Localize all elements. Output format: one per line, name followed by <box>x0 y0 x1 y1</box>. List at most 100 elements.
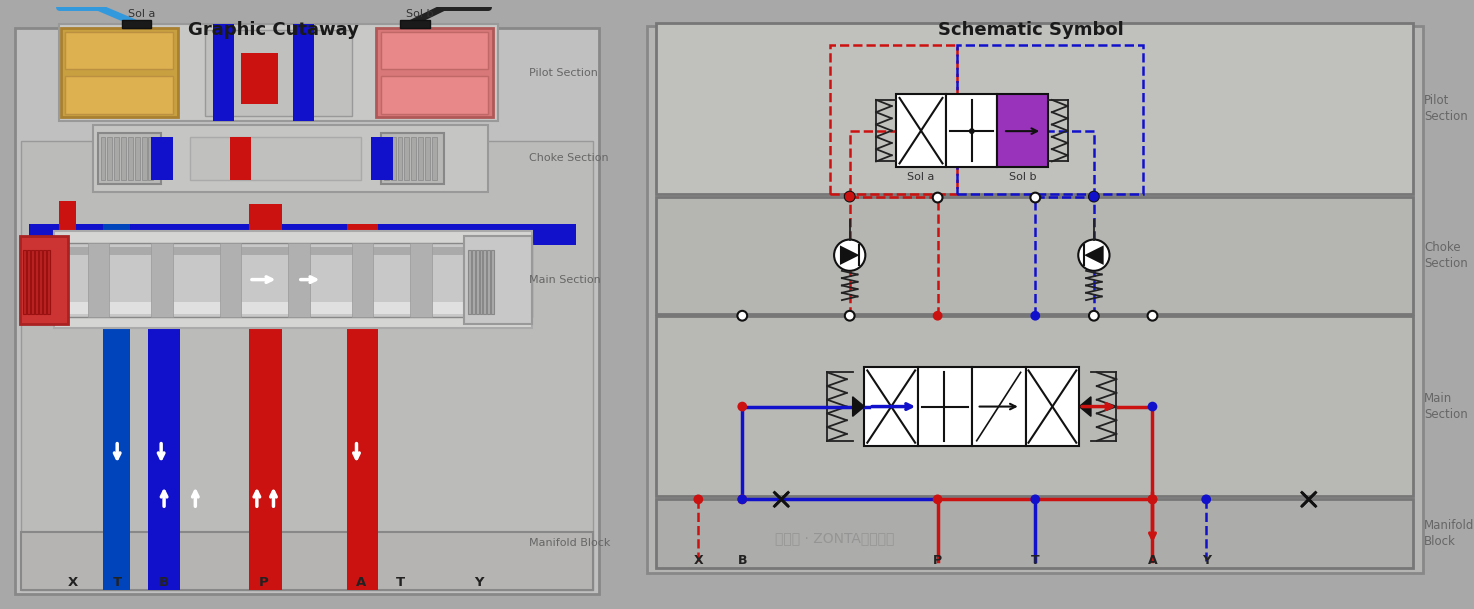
Bar <box>380 32 488 69</box>
Bar <box>472 250 475 314</box>
Bar <box>380 77 488 113</box>
Polygon shape <box>1083 245 1104 265</box>
Bar <box>100 137 106 180</box>
Text: Manifold
Block: Manifold Block <box>1424 519 1474 548</box>
Text: B: B <box>159 576 170 589</box>
Bar <box>93 125 488 192</box>
Bar <box>230 137 251 180</box>
Circle shape <box>1148 495 1157 504</box>
Bar <box>220 244 242 317</box>
Circle shape <box>1089 192 1098 202</box>
Bar <box>28 250 31 314</box>
Text: T: T <box>112 576 122 589</box>
Bar <box>59 202 77 309</box>
Bar <box>53 302 532 314</box>
Text: Schematic Symbol: Schematic Symbol <box>937 21 1123 39</box>
Bar <box>479 250 482 314</box>
Bar <box>488 250 491 314</box>
Bar <box>352 244 373 317</box>
Bar <box>383 137 389 180</box>
Bar <box>205 30 352 116</box>
Circle shape <box>845 192 855 202</box>
Bar <box>53 247 532 255</box>
Bar <box>398 137 402 180</box>
Bar <box>287 244 310 317</box>
Bar <box>43 250 46 314</box>
Bar <box>946 94 998 167</box>
Polygon shape <box>1079 397 1091 417</box>
Bar <box>35 250 38 314</box>
Text: Sol b: Sol b <box>1008 172 1036 182</box>
Circle shape <box>933 311 942 320</box>
Bar <box>998 94 1048 167</box>
Bar <box>249 205 282 590</box>
Bar <box>31 250 34 314</box>
Text: Manifold Block: Manifold Block <box>529 538 610 548</box>
Bar <box>40 250 41 314</box>
Circle shape <box>933 192 942 202</box>
Bar <box>242 53 279 104</box>
Bar <box>380 133 444 184</box>
Bar <box>371 137 392 180</box>
Text: B: B <box>737 554 747 568</box>
Circle shape <box>933 495 942 504</box>
Circle shape <box>1201 495 1212 504</box>
Bar <box>108 137 112 180</box>
Circle shape <box>968 128 974 134</box>
Text: Graphic Cutaway: Graphic Cutaway <box>189 21 358 39</box>
Text: Pilot
Section: Pilot Section <box>1424 94 1468 123</box>
Bar <box>483 250 486 314</box>
Polygon shape <box>840 245 859 265</box>
Bar <box>830 45 957 194</box>
Bar <box>293 24 314 121</box>
Bar <box>401 20 430 27</box>
Text: P: P <box>259 576 268 589</box>
Bar <box>65 77 172 113</box>
Bar <box>656 23 1414 194</box>
Bar <box>134 137 140 180</box>
Text: Pilot Section: Pilot Section <box>529 68 598 77</box>
Bar <box>60 27 178 118</box>
Bar <box>152 137 172 180</box>
Bar <box>22 532 593 590</box>
Bar <box>376 27 494 118</box>
Bar <box>22 141 593 590</box>
Text: Choke Section: Choke Section <box>529 153 609 163</box>
Bar <box>957 45 1142 194</box>
Text: A: A <box>1148 554 1157 568</box>
Text: T: T <box>397 576 405 589</box>
Bar <box>656 315 1414 496</box>
Bar <box>59 24 498 121</box>
Circle shape <box>1030 311 1041 320</box>
Bar <box>411 137 416 180</box>
Text: X: X <box>68 576 78 589</box>
Text: Sol b: Sol b <box>407 9 433 19</box>
Circle shape <box>737 495 747 504</box>
Bar <box>19 236 68 323</box>
Circle shape <box>737 402 747 412</box>
Circle shape <box>1030 192 1041 202</box>
Circle shape <box>1148 402 1157 412</box>
Bar <box>212 24 234 121</box>
Bar <box>115 137 119 180</box>
Text: Main Section: Main Section <box>529 275 601 284</box>
Bar <box>476 250 479 314</box>
Bar <box>15 27 598 594</box>
Circle shape <box>1148 311 1157 320</box>
Circle shape <box>834 239 865 271</box>
Circle shape <box>1030 495 1041 504</box>
Bar <box>425 137 430 180</box>
Text: A: A <box>357 576 367 589</box>
Text: Y: Y <box>473 576 483 589</box>
Bar <box>152 244 172 317</box>
Bar <box>53 231 532 328</box>
Bar <box>896 94 946 167</box>
Circle shape <box>845 192 855 202</box>
Bar <box>65 32 172 69</box>
Text: Sol a: Sol a <box>908 172 935 182</box>
Bar <box>467 250 470 314</box>
Bar <box>410 244 432 317</box>
Bar <box>149 224 180 590</box>
Circle shape <box>1089 311 1098 320</box>
Bar <box>103 224 130 590</box>
